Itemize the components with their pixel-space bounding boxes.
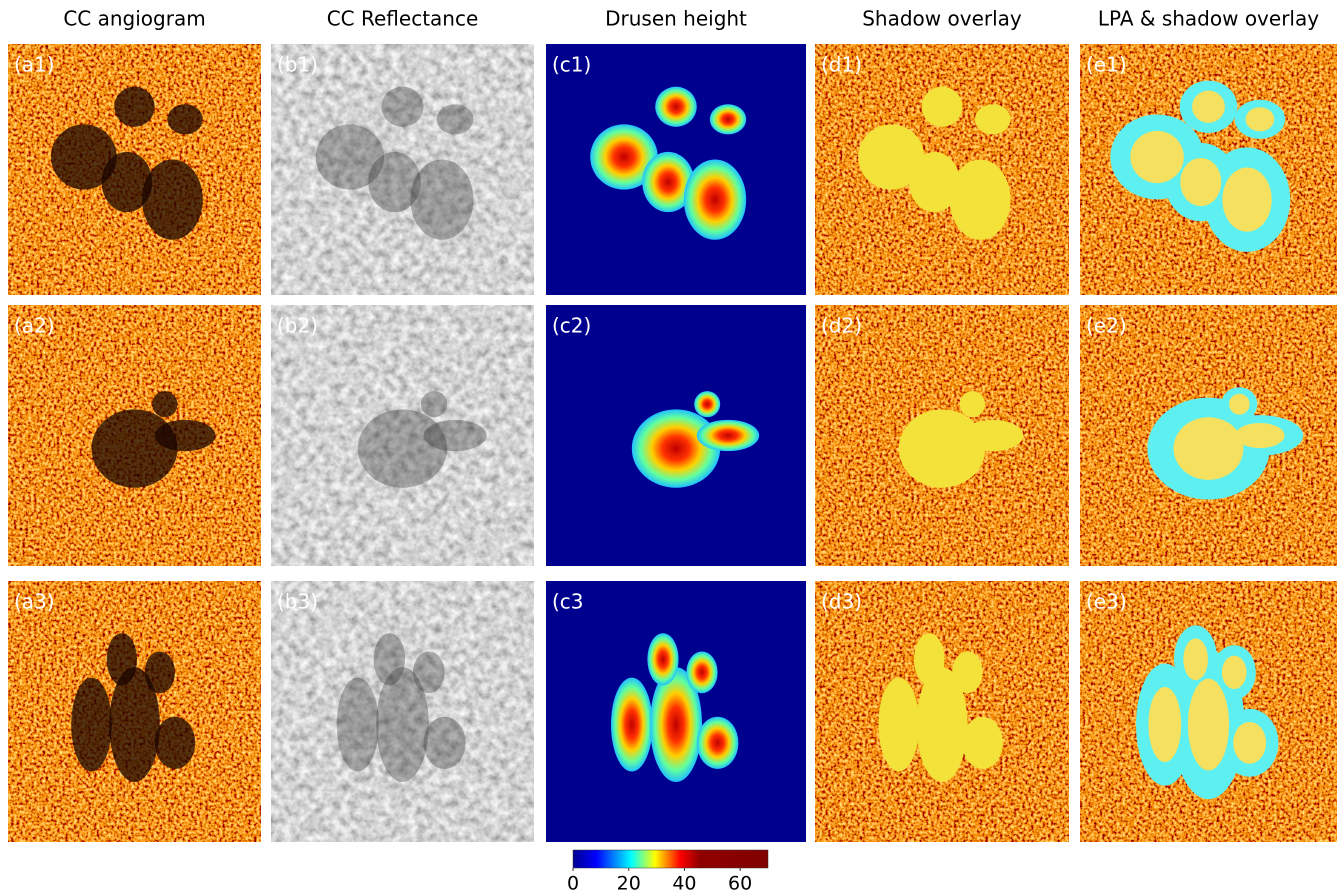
shadow xyxy=(1192,91,1225,123)
dark-region xyxy=(155,717,195,769)
panel-label: (a1) xyxy=(14,53,55,77)
shadow xyxy=(962,717,1003,769)
dark-region xyxy=(71,678,111,772)
shadow xyxy=(1235,423,1284,448)
panel-label: (c2) xyxy=(552,314,591,338)
image-panel xyxy=(8,581,261,842)
colorbar-tick-label: 20 xyxy=(617,873,641,894)
shadow xyxy=(1233,722,1266,764)
column-title: CC Reflectance xyxy=(327,7,479,31)
dark-region xyxy=(114,87,154,127)
column-title: CC angiogram xyxy=(63,7,205,31)
panel-label: (b1) xyxy=(277,53,318,77)
shadow xyxy=(950,159,1011,239)
drusen xyxy=(694,391,720,417)
dark-region xyxy=(374,633,406,685)
dark-region xyxy=(358,409,447,487)
shadow xyxy=(1188,679,1229,771)
shadow xyxy=(1130,131,1183,183)
shadow xyxy=(1174,417,1244,480)
drusen xyxy=(655,87,697,127)
dark-region xyxy=(145,651,175,693)
dark-region xyxy=(424,420,487,451)
shadow xyxy=(1246,107,1275,131)
dark-region xyxy=(337,678,379,772)
panel-label: (a3) xyxy=(14,590,55,614)
image-panel xyxy=(546,305,806,566)
dark-region xyxy=(107,633,137,685)
drusen xyxy=(611,678,653,772)
panel-label: (e3) xyxy=(1086,590,1127,614)
image-panel xyxy=(271,305,534,566)
shadow xyxy=(1222,656,1247,689)
image-panel xyxy=(271,44,534,295)
dark-region xyxy=(152,391,177,417)
dark-region xyxy=(155,420,216,451)
panel-label: (b3) xyxy=(277,590,318,614)
shadow xyxy=(1222,167,1271,231)
panel-label: (c1) xyxy=(552,53,591,77)
image-panel xyxy=(1080,581,1337,842)
image-panel xyxy=(271,581,534,842)
image-panel xyxy=(8,305,261,566)
image-panel xyxy=(8,44,261,295)
panel-label: (a2) xyxy=(14,314,55,338)
shadow xyxy=(922,87,963,127)
column-title: Drusen height xyxy=(605,7,747,31)
shadow xyxy=(962,420,1023,451)
image-panel xyxy=(546,581,806,842)
image-panel xyxy=(1080,44,1337,295)
colorbar xyxy=(573,850,768,868)
shadow xyxy=(914,633,944,685)
dark-region xyxy=(437,104,474,134)
panel-label: (b2) xyxy=(277,314,318,338)
shadow xyxy=(960,391,985,417)
drusen xyxy=(686,651,717,693)
dark-region xyxy=(413,651,445,693)
image-panel xyxy=(1080,305,1337,566)
column-title: Shadow overlay xyxy=(862,7,1022,31)
shadow xyxy=(1229,394,1250,415)
dark-region xyxy=(167,104,202,134)
dark-region xyxy=(91,409,177,487)
shadow xyxy=(1180,158,1221,206)
drusen xyxy=(647,633,678,685)
shadow xyxy=(952,651,982,693)
colorbar-tick-label: 60 xyxy=(728,873,752,894)
dark-region xyxy=(142,159,203,239)
panel-label: (d3) xyxy=(821,590,862,614)
panel-label: (d2) xyxy=(821,314,862,338)
image-panel xyxy=(815,581,1069,842)
shadow xyxy=(1183,638,1208,680)
dark-region xyxy=(421,391,447,417)
figure: CC angiogram (a1) (a2) (a3) CC Reflectance (b… xyxy=(0,0,1337,894)
panel-label: (e1) xyxy=(1086,53,1127,77)
drusen xyxy=(684,159,746,239)
panel-label: (e2) xyxy=(1086,314,1127,338)
drusen xyxy=(697,420,759,451)
drusen xyxy=(632,409,720,487)
dark-region xyxy=(424,717,466,769)
shadow xyxy=(1148,687,1181,762)
column-title: LPA & shadow overlay xyxy=(1098,7,1319,31)
colorbar-tick-label: 0 xyxy=(567,873,579,894)
image-panel xyxy=(546,44,806,295)
shadow xyxy=(975,104,1011,134)
shadow xyxy=(899,409,985,487)
colorbar-tick-label: 40 xyxy=(672,873,696,894)
image-panel xyxy=(815,44,1069,295)
drusen xyxy=(697,717,739,769)
panel-label: (d1) xyxy=(821,53,862,77)
panel-label: (c3 xyxy=(552,590,584,614)
drusen xyxy=(710,104,746,134)
image-panel xyxy=(815,305,1069,566)
dark-region xyxy=(410,159,473,239)
shadow xyxy=(879,678,920,772)
dark-region xyxy=(381,87,423,127)
